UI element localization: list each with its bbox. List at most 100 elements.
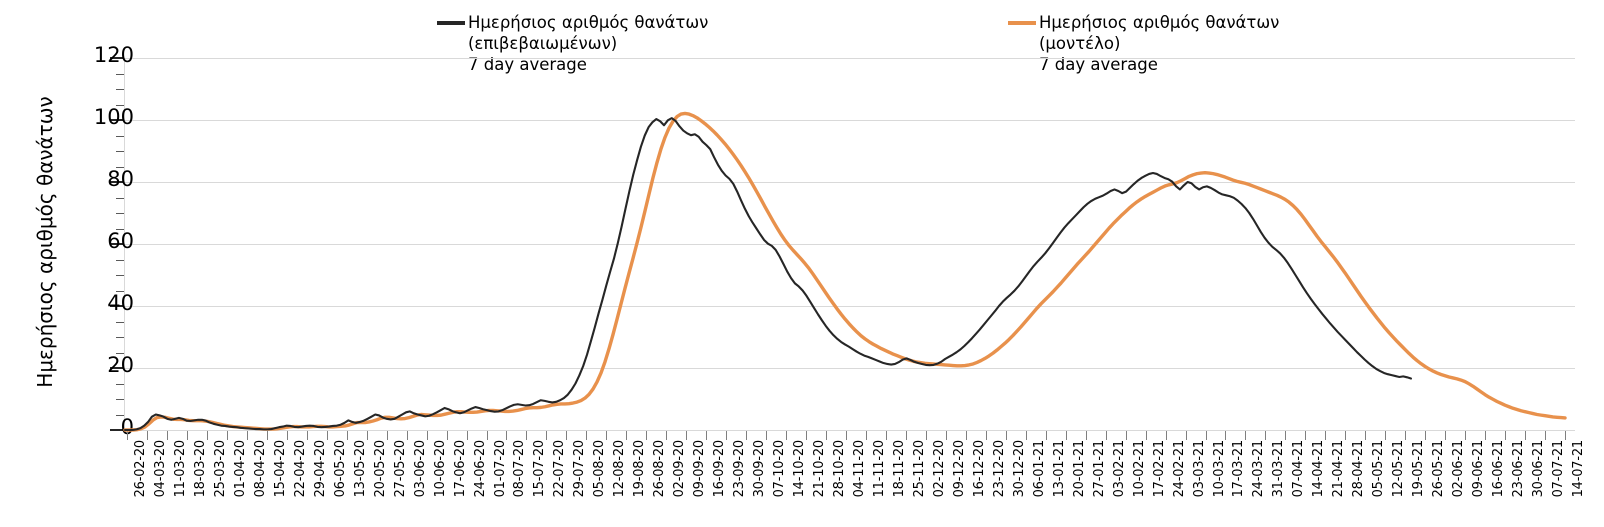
x-tick-label: 14-04-21	[1311, 440, 1327, 498]
series-line-model	[123, 111, 1567, 432]
x-tick	[306, 431, 308, 440]
y-tick-minor	[116, 89, 124, 90]
x-tick	[1125, 431, 1127, 440]
x-tick-label: 12-05-21	[1391, 440, 1407, 498]
x-tick-label: 16-12-20	[971, 440, 987, 498]
x-tick-label: 23-09-20	[732, 440, 748, 498]
x-tick	[1465, 431, 1467, 440]
x-tick	[1105, 431, 1107, 440]
x-tick-label: 19-08-20	[632, 440, 648, 498]
x-tick-label: 01-07-20	[492, 440, 508, 498]
x-tick	[985, 431, 987, 440]
x-tick-label: 24-03-21	[1251, 440, 1267, 498]
x-tick-label: 04-03-20	[152, 440, 168, 498]
x-tick	[1225, 431, 1227, 440]
x-tick	[786, 431, 788, 440]
x-tick	[1385, 431, 1387, 440]
chart-legend: Ημερήσιος αριθμός θανάτων (επιβεβαιωμένω…	[0, 6, 1604, 75]
x-tick	[1025, 431, 1027, 440]
x-tick	[1325, 431, 1327, 440]
y-tick-major	[110, 243, 124, 245]
x-tick-label: 25-03-20	[212, 440, 228, 498]
y-tick-major	[110, 429, 124, 431]
y-tick-label: 20	[107, 353, 134, 377]
x-tick	[606, 431, 608, 440]
x-tick	[1245, 431, 1247, 440]
x-tick-label: 16-06-21	[1491, 440, 1507, 498]
x-tick-label: 07-04-21	[1291, 440, 1307, 498]
x-tick	[746, 431, 748, 440]
x-tick	[1065, 431, 1067, 440]
y-tick-major	[110, 367, 124, 369]
legend-entry-model[interactable]: Ημερήσιος αριθμός θανάτων (μοντέλο) 7 da…	[1008, 12, 1279, 75]
x-tick-label: 15-04-20	[272, 440, 288, 498]
x-tick-label: 02-12-20	[931, 440, 947, 498]
x-tick-label: 05-08-20	[592, 440, 608, 498]
x-tick-label: 25-11-20	[911, 440, 927, 498]
x-tick	[1545, 431, 1547, 440]
x-tick-label: 07-10-20	[772, 440, 788, 498]
x-tick	[646, 431, 648, 440]
x-tick-label: 03-03-21	[1191, 440, 1207, 498]
x-tick-label: 23-12-20	[991, 440, 1007, 498]
x-tick-label: 02-09-20	[672, 440, 688, 498]
series-lines	[123, 111, 1567, 432]
x-tick-label: 09-09-20	[692, 440, 708, 498]
x-tick-label: 24-06-20	[472, 440, 488, 498]
x-tick	[1405, 431, 1407, 440]
x-tick	[146, 431, 148, 440]
x-tick-label: 26-08-20	[652, 440, 668, 498]
y-tick-major	[110, 57, 124, 59]
x-tick-label: 03-02-21	[1111, 440, 1127, 498]
y-tick-minor	[116, 337, 124, 338]
x-tick-label: 18-11-20	[891, 440, 907, 498]
x-tick	[806, 431, 808, 440]
y-tick-minor	[116, 151, 124, 152]
x-tick-label: 12-08-20	[612, 440, 628, 498]
x-tick-label: 09-12-20	[951, 440, 967, 498]
x-tick-label: 02-06-21	[1451, 440, 1467, 498]
x-tick-label: 17-06-20	[452, 440, 468, 498]
legend-label-model: Ημερήσιος αριθμός θανάτων (μοντέλο) 7 da…	[1039, 13, 1280, 74]
x-tick-label: 30-12-20	[1011, 440, 1027, 498]
x-tick	[1505, 431, 1507, 440]
x-tick	[1345, 431, 1347, 440]
gridline	[125, 58, 1575, 59]
x-tick	[1565, 431, 1567, 440]
x-tick	[1085, 431, 1087, 440]
x-tick	[706, 431, 708, 440]
x-tick	[945, 431, 947, 440]
y-tick-minor	[116, 259, 124, 261]
gridline	[125, 244, 1575, 245]
x-tick	[386, 431, 388, 440]
x-tick-label: 05-05-21	[1371, 440, 1387, 498]
y-tick-major	[110, 305, 124, 307]
plot-area	[123, 58, 1575, 432]
x-tick-label: 01-04-20	[232, 440, 248, 498]
x-tick-label: 16-09-20	[712, 440, 728, 498]
x-tick-label: 10-02-21	[1131, 440, 1147, 498]
x-tick	[486, 431, 488, 440]
y-tick-minor	[116, 399, 124, 400]
x-tick	[286, 431, 288, 440]
x-tick	[905, 431, 907, 440]
legend-swatch-model	[1008, 21, 1036, 25]
x-tick	[206, 431, 208, 440]
x-tick-label: 06-01-21	[1031, 440, 1047, 498]
y-tick-minor	[116, 414, 124, 416]
gridline	[125, 306, 1575, 307]
x-tick-label: 28-10-20	[832, 440, 848, 498]
x-tick-label: 24-02-21	[1171, 440, 1187, 498]
legend-entry-confirmed[interactable]: Ημερήσιος αριθμός θανάτων (επιβεβαιωμένω…	[437, 12, 708, 75]
y-tick-minor	[116, 197, 124, 199]
x-tick	[925, 431, 927, 440]
x-tick-label: 26-02-20	[133, 440, 148, 498]
y-tick-label: 0	[120, 415, 134, 439]
y-tick-label: 100	[93, 105, 134, 129]
x-tick	[865, 431, 867, 440]
x-tick	[586, 431, 588, 440]
x-tick-label: 22-07-20	[552, 440, 568, 498]
x-tick	[1425, 431, 1427, 440]
x-tick	[446, 431, 448, 440]
x-tick-label: 31-03-21	[1271, 440, 1287, 498]
